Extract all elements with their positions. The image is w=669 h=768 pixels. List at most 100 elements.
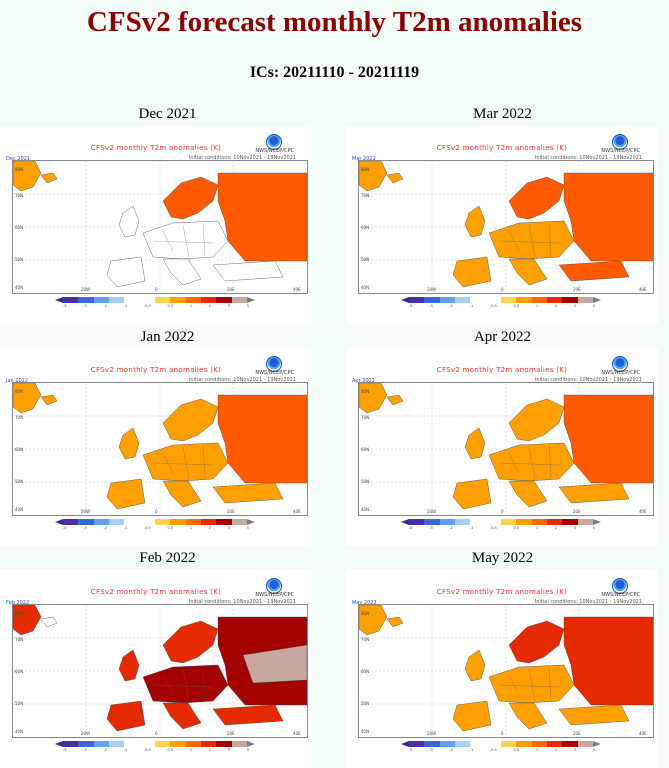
agency-label: NWS/NCEP/CPC (255, 592, 294, 598)
svg-text:70N: 70N (15, 415, 23, 420)
europe-map: 80N 70N 60N 50N 40N 20W 0 20E 40E (12, 160, 308, 293)
svg-text:80N: 80N (361, 389, 369, 394)
colorbar (401, 297, 601, 303)
forecast-map-panel[interactable]: CFSv2 monthly T2m anomalies (K) NWS/NCEP… (0, 348, 312, 546)
month-label: Feb 2022 (139, 550, 196, 566)
svg-text:80N: 80N (15, 389, 23, 394)
svg-text:20E: 20E (227, 509, 235, 514)
svg-text:50N: 50N (15, 701, 23, 706)
colorbar (55, 519, 255, 525)
plot-date: Jan 2022 (6, 378, 29, 384)
plot-stamp: Initial conditions: 10Nov2021 - 19Nov202… (188, 155, 296, 161)
svg-text:20W: 20W (81, 287, 90, 292)
svg-text:50N: 50N (361, 479, 369, 484)
map-frame: 80N 70N 60N 50N 40N 20W 0 20E 40E (358, 160, 654, 294)
plot-stamp: Initial conditions: 10Nov2021 - 19Nov202… (534, 377, 642, 383)
svg-text:0: 0 (501, 287, 504, 292)
forecast-map-panel[interactable]: CFSv2 monthly T2m anomalies (K) NWS/NCEP… (0, 126, 312, 324)
plot-title: CFSv2 monthly T2m anomalies (K) (436, 144, 568, 152)
svg-text:60N: 60N (15, 447, 23, 452)
svg-text:70N: 70N (15, 637, 23, 642)
svg-text:40E: 40E (639, 509, 647, 514)
map-frame: 80N 70N 60N 50N 40N 20W 0 20E 40E (12, 604, 308, 738)
svg-text:20W: 20W (81, 731, 90, 736)
ics-subtitle: ICs: 20211110 - 20211119 (249, 64, 420, 81)
plot-date: Mar 2022 (352, 156, 376, 162)
svg-text:40N: 40N (15, 285, 23, 290)
europe-map: 80N 70N 60N 50N 40N 20W 0 20E 40E (358, 604, 654, 737)
colorbar-labels: -5 -3 -2 -1 -0.5 0.5 1 2 3 5 (63, 304, 249, 308)
svg-text:40E: 40E (293, 287, 301, 292)
noaa-logo-icon (266, 134, 282, 150)
svg-text:60N: 60N (361, 225, 369, 230)
page-title: CFSv2 forecast monthly T2m anomalies (86, 6, 583, 38)
month-label: Jan 2022 (140, 329, 195, 345)
noaa-logo-icon (612, 356, 628, 372)
forecast-map-panel[interactable]: CFSv2 monthly T2m anomalies (K) NWS/NCEP… (346, 570, 658, 768)
svg-text:20W: 20W (427, 287, 436, 292)
agency-label: NWS/NCEP/CPC (255, 148, 294, 154)
noaa-logo-icon (266, 578, 282, 594)
plot-stamp: Initial conditions: 10Nov2021 - 19Nov202… (188, 599, 296, 605)
svg-text:40N: 40N (361, 507, 369, 512)
svg-text:50N: 50N (15, 479, 23, 484)
colorbar (401, 519, 601, 525)
agency-label: NWS/NCEP/CPC (255, 370, 294, 376)
map-frame: 80N 70N 60N 50N 40N 20W 0 20E 40E (12, 382, 308, 516)
svg-text:80N: 80N (361, 167, 369, 172)
svg-text:40N: 40N (15, 507, 23, 512)
plot-stamp: Initial conditions: 10Nov2021 - 19Nov202… (534, 599, 642, 605)
agency-label: NWS/NCEP/CPC (601, 370, 640, 376)
svg-text:40E: 40E (293, 731, 301, 736)
svg-text:60N: 60N (361, 447, 369, 452)
colorbar (401, 741, 601, 747)
plot-title: CFSv2 monthly T2m anomalies (K) (90, 588, 222, 596)
europe-map: 80N 70N 60N 50N 40N 20W 0 20E 40E (12, 604, 308, 737)
svg-text:20W: 20W (81, 509, 90, 514)
svg-text:40N: 40N (361, 285, 369, 290)
svg-text:20E: 20E (227, 731, 235, 736)
month-label: May 2022 (471, 550, 534, 566)
plot-date: May 2022 (352, 600, 377, 606)
plot-title: CFSv2 monthly T2m anomalies (K) (90, 366, 222, 374)
svg-text:0: 0 (155, 509, 158, 514)
svg-text:0: 0 (501, 731, 504, 736)
europe-map: 80N 70N 60N 50N 40N 20W 0 20E 40E (358, 160, 654, 293)
svg-text:40N: 40N (15, 729, 23, 734)
forecast-map-panel[interactable]: CFSv2 monthly T2m anomalies (K) NWS/NCEP… (0, 570, 312, 768)
svg-text:60N: 60N (15, 669, 23, 674)
plot-date: Apr 2022 (352, 378, 375, 384)
svg-text:50N: 50N (361, 257, 369, 262)
colorbar (55, 297, 255, 303)
agency-label: NWS/NCEP/CPC (601, 148, 640, 154)
plot-title: CFSv2 monthly T2m anomalies (K) (436, 588, 568, 596)
colorbar-labels: -5 -3 -2 -1 -0.5 0.5 1 2 3 5 (63, 526, 249, 530)
svg-text:70N: 70N (361, 193, 369, 198)
europe-map: 80N 70N 60N 50N 40N 20W 0 20E 40E (12, 382, 308, 515)
map-frame: 80N 70N 60N 50N 40N 20W 0 20E 40E (358, 382, 654, 516)
svg-text:0: 0 (501, 509, 504, 514)
svg-text:20E: 20E (573, 731, 581, 736)
svg-text:0: 0 (155, 287, 158, 292)
colorbar-labels: -5 -3 -2 -1 -0.5 0.5 1 2 3 5 (409, 304, 595, 308)
svg-text:60N: 60N (15, 225, 23, 230)
svg-text:20W: 20W (427, 509, 436, 514)
plot-stamp: Initial conditions: 10Nov2021 - 19Nov202… (188, 377, 296, 383)
svg-text:20E: 20E (573, 287, 581, 292)
forecast-map-panel[interactable]: CFSv2 monthly T2m anomalies (K) NWS/NCEP… (346, 348, 658, 546)
forecast-map-panel[interactable]: CFSv2 monthly T2m anomalies (K) NWS/NCEP… (346, 126, 658, 324)
svg-text:80N: 80N (15, 611, 23, 616)
noaa-logo-icon (612, 134, 628, 150)
svg-text:70N: 70N (361, 415, 369, 420)
agency-label: NWS/NCEP/CPC (601, 592, 640, 598)
month-label: Apr 2022 (473, 329, 532, 345)
svg-text:20W: 20W (427, 731, 436, 736)
colorbar (55, 741, 255, 747)
plot-title: CFSv2 monthly T2m anomalies (K) (436, 366, 568, 374)
svg-text:20E: 20E (573, 509, 581, 514)
noaa-logo-icon (612, 578, 628, 594)
month-label: Dec 2021 (138, 106, 197, 122)
colorbar-labels: -5 -3 -2 -1 -0.5 0.5 1 2 3 5 (409, 748, 595, 752)
svg-text:40N: 40N (361, 729, 369, 734)
svg-text:70N: 70N (361, 637, 369, 642)
